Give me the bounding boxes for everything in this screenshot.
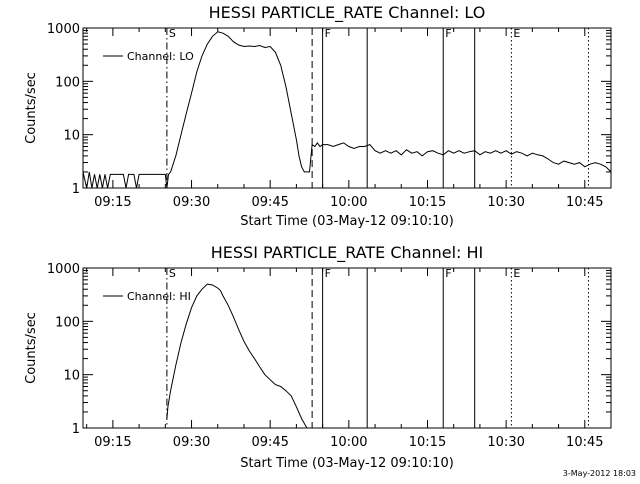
x-tick-label: 10:15	[409, 435, 446, 450]
legend-label: Channel: HI	[127, 290, 191, 303]
x-tick-label: 09:15	[94, 435, 131, 450]
event-marker-label: F	[445, 27, 451, 40]
chart-panel-1: HESSI PARTICLE_RATE Channel: HI 09:15 09:3…	[24, 243, 612, 471]
chart-panel-0: HESSI PARTICLE_RATE Channel: LO 09:15 09:3…	[24, 3, 612, 229]
footer-timestamp: 3-May-2012 18:03	[563, 469, 636, 478]
event-marker-label: S	[169, 27, 176, 40]
chart-title: HESSI PARTICLE_RATE Channel: LO	[209, 3, 486, 23]
x-tick-label: 09:30	[173, 195, 210, 210]
event-marker-label: E	[513, 267, 520, 280]
y-tick-label: 1000	[47, 22, 80, 37]
y-axis-label: Counts/sec	[24, 312, 39, 384]
y-tick-label: 100	[55, 315, 80, 330]
event-marker-label: S	[169, 267, 176, 280]
x-tick-label: 09:45	[251, 195, 288, 210]
x-tick-label: 10:30	[487, 195, 524, 210]
x-tick-label: 09:30	[173, 435, 210, 450]
y-tick-label: 1	[72, 182, 80, 197]
x-tick-label: 10:30	[487, 435, 524, 450]
legend-label: Channel: LO	[127, 50, 194, 63]
x-tick-label: 10:15	[409, 195, 446, 210]
y-tick-label: 100	[55, 75, 80, 90]
plot-frame	[82, 27, 612, 189]
chart-title: HESSI PARTICLE_RATE Channel: HI	[211, 243, 484, 263]
x-tick-label: 10:00	[330, 195, 367, 210]
series-line-channel-lo	[82, 31, 612, 189]
y-tick-label: 10	[63, 129, 80, 144]
y-tick-label: 1	[72, 422, 80, 437]
x-tick-label: 10:45	[566, 435, 603, 450]
x-axis-label: Start Time (03-May-12 09:10:10)	[240, 214, 454, 229]
y-tick-label: 10	[63, 369, 80, 384]
y-tick-label: 1000	[47, 262, 80, 277]
x-tick-label: 09:15	[94, 195, 131, 210]
x-tick-label: 10:00	[330, 435, 367, 450]
event-marker-label: E	[513, 27, 520, 40]
event-marker-label: F	[445, 267, 451, 280]
x-tick-label: 10:45	[566, 195, 603, 210]
x-axis-label: Start Time (03-May-12 09:10:10)	[240, 456, 454, 471]
event-marker-label: F	[325, 267, 331, 280]
event-marker-label: F	[325, 27, 331, 40]
y-axis-label: Counts/sec	[24, 72, 39, 144]
series-line-channel-hi	[166, 283, 308, 429]
plot-frame	[82, 267, 612, 429]
x-tick-label: 09:45	[251, 435, 288, 450]
